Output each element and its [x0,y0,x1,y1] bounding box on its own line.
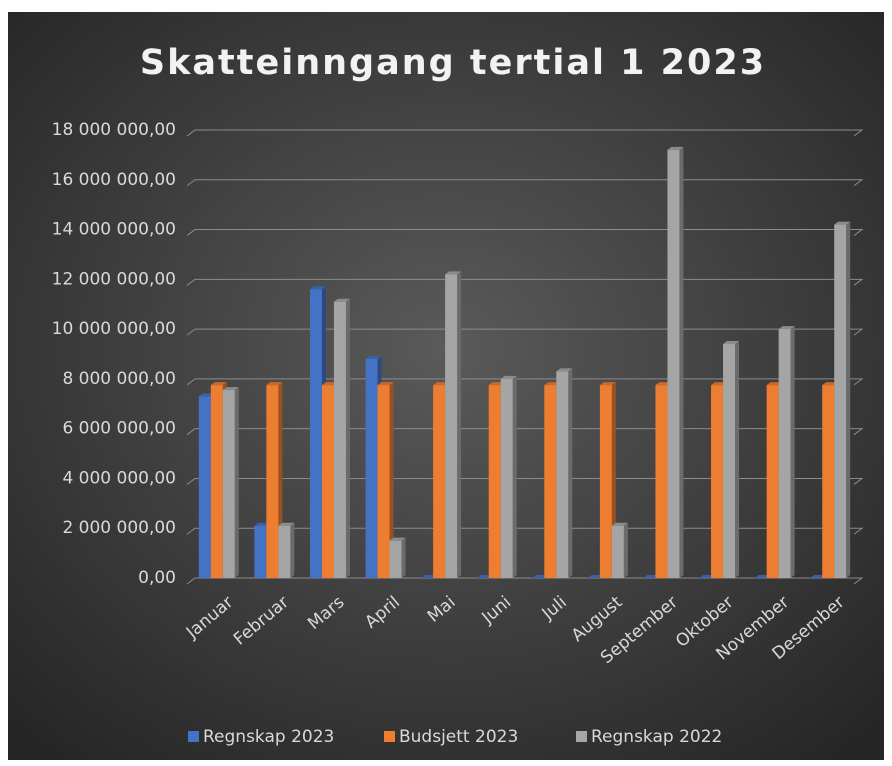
grid-line [186,229,864,236]
y-tick-label: 14 000 000,00 [52,220,176,240]
bar [500,378,513,578]
y-tick-label: 16 000 000,00 [52,170,176,190]
bar [222,390,235,578]
grid-line [186,378,864,386]
bar-top [333,298,350,302]
bar [599,385,612,578]
bar [210,385,223,578]
y-tick-label: 6 000 000,00 [62,419,176,439]
bar [266,385,279,578]
bar-side [345,298,350,578]
bar-side [389,382,394,578]
bar [667,149,680,578]
legend-label: Regnskap 2023 [203,727,334,747]
legend-swatch [188,731,199,742]
bar-top [266,382,283,386]
bar [333,301,346,578]
legend-label: Budsjett 2023 [399,727,518,747]
grid-line [186,477,864,485]
grid-line [186,527,864,535]
bar [711,385,724,578]
bar-top [667,146,684,150]
bar [445,274,458,578]
y-tick-label: 0,00 [138,568,176,588]
bar-top [278,522,295,526]
bar [544,385,557,578]
bar-top [210,382,227,386]
bar-side [290,522,295,578]
grid-line [186,278,864,286]
bar-top [365,355,382,359]
y-tick-label: 4 000 000,00 [62,468,176,488]
bar [655,385,668,578]
bar [198,396,211,578]
grid-line [186,577,864,585]
bar [433,385,446,578]
bar-top [611,522,628,526]
bar [389,540,402,578]
bar [377,385,390,578]
grid-line [186,129,864,137]
bar-side [623,522,628,578]
legend-swatch [576,731,587,742]
bar [723,344,736,578]
bar [365,358,378,578]
bar-side [457,271,462,578]
bar-side [735,341,740,578]
grid-line [186,428,864,436]
bar-top [389,537,406,541]
bar [834,224,847,579]
bar [556,371,569,578]
grid-line [186,328,864,336]
bar [278,525,291,578]
bar [309,289,322,578]
y-tick-label: 12 000 000,00 [52,269,176,289]
y-tick-label: 2 000 000,00 [62,518,176,538]
bar-side [401,537,406,578]
bar [766,385,779,578]
chart-title: Skatteinngang tertial 1 2023 [140,43,766,83]
bar-top [377,382,394,386]
y-tick-label: 18 000 000,00 [52,120,176,140]
bar-top [723,341,740,345]
bar [611,525,624,578]
y-tick-label: 10 000 000,00 [52,319,176,339]
bar-top [556,368,573,372]
bar-side [512,375,517,578]
grid-line [186,179,864,187]
bar [488,385,501,578]
y-tick-label: 8 000 000,00 [62,369,176,389]
bar-top [309,286,326,290]
bar-top [778,326,795,330]
bar [778,329,791,578]
bar-top [834,221,851,225]
bar-top [500,375,517,379]
bar-side [790,326,795,578]
bar-top [599,382,616,386]
bar-top [222,387,239,391]
legend-label: Regnskap 2022 [591,727,722,747]
bar [321,385,334,578]
bar-side [234,387,239,578]
bar [254,525,267,578]
bar-side [679,146,684,578]
legend-swatch [384,731,395,742]
bar [822,385,835,578]
bar-top [445,271,462,275]
bar-side [846,221,851,579]
bar-side [568,368,573,578]
